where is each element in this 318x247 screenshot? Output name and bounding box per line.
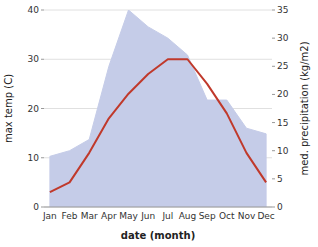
x-tick-label: Jun xyxy=(140,211,155,221)
y2-tick-label: 30 xyxy=(277,33,289,43)
y2-tick xyxy=(272,38,275,39)
line xyxy=(50,59,266,192)
y2-tick xyxy=(272,10,275,11)
y-tick xyxy=(41,157,44,158)
y2-tick-label: 20 xyxy=(277,89,289,99)
y-tick xyxy=(41,59,44,60)
y2-tick-label: 35 xyxy=(277,5,288,15)
area xyxy=(50,10,266,207)
y2-tick xyxy=(272,178,275,179)
y-tick xyxy=(41,108,44,109)
y-tick-label: 30 xyxy=(28,54,40,64)
y2-axis-label: med. precipitation (kg/m2) xyxy=(299,41,310,175)
chart-container: Jan FebMarAprMayJun Jul AugSepOctNovDec date… xyxy=(0,0,318,247)
y2-tick-label: 10 xyxy=(277,146,289,156)
y2-tick xyxy=(272,122,275,123)
x-axis-label: date (month) xyxy=(121,230,195,241)
grid-line xyxy=(44,10,272,11)
chart: Jan FebMarAprMayJun Jul AugSepOctNovDec date… xyxy=(0,0,318,247)
x-tick-label: Oct xyxy=(219,211,235,221)
y-tick-label: 40 xyxy=(28,5,40,15)
y2-tick xyxy=(272,66,275,67)
x-tick-label: Mar xyxy=(81,211,98,221)
y2-tick-label: 15 xyxy=(277,118,288,128)
y-axis-label: max temp (C) xyxy=(3,74,14,143)
y2-tick xyxy=(272,207,275,208)
axes: Jan FebMarAprMayJun Jul AugSepOctNovDec date… xyxy=(3,5,310,241)
x-tick-label: Dec xyxy=(257,211,274,221)
x-tick-label: Jan xyxy=(42,211,57,221)
x-tick-label: Feb xyxy=(62,211,78,221)
x-tick-label: Apr xyxy=(101,211,117,221)
y-tick-label: 20 xyxy=(28,104,40,114)
y-tick-label: 10 xyxy=(28,153,40,163)
y-tick xyxy=(41,10,44,11)
y2-tick-label: 25 xyxy=(277,61,288,71)
y-tick-label: 0 xyxy=(33,202,39,212)
x-axis-line xyxy=(44,207,272,208)
x-tick-label: May xyxy=(119,211,138,221)
y2-tick-label: 5 xyxy=(277,174,283,184)
x-tick-label: Sep xyxy=(199,211,216,221)
y2-tick-label: 0 xyxy=(277,202,283,212)
grid xyxy=(44,10,272,207)
y2-tick xyxy=(272,94,275,95)
x-tick-label: Aug xyxy=(179,211,197,221)
y2-tick xyxy=(272,150,275,151)
y-tick xyxy=(41,207,44,208)
grid-line xyxy=(44,207,272,208)
x-tick-label: Jul xyxy=(161,211,173,221)
plot-area xyxy=(50,10,266,207)
x-tick-label: Nov xyxy=(238,211,256,221)
